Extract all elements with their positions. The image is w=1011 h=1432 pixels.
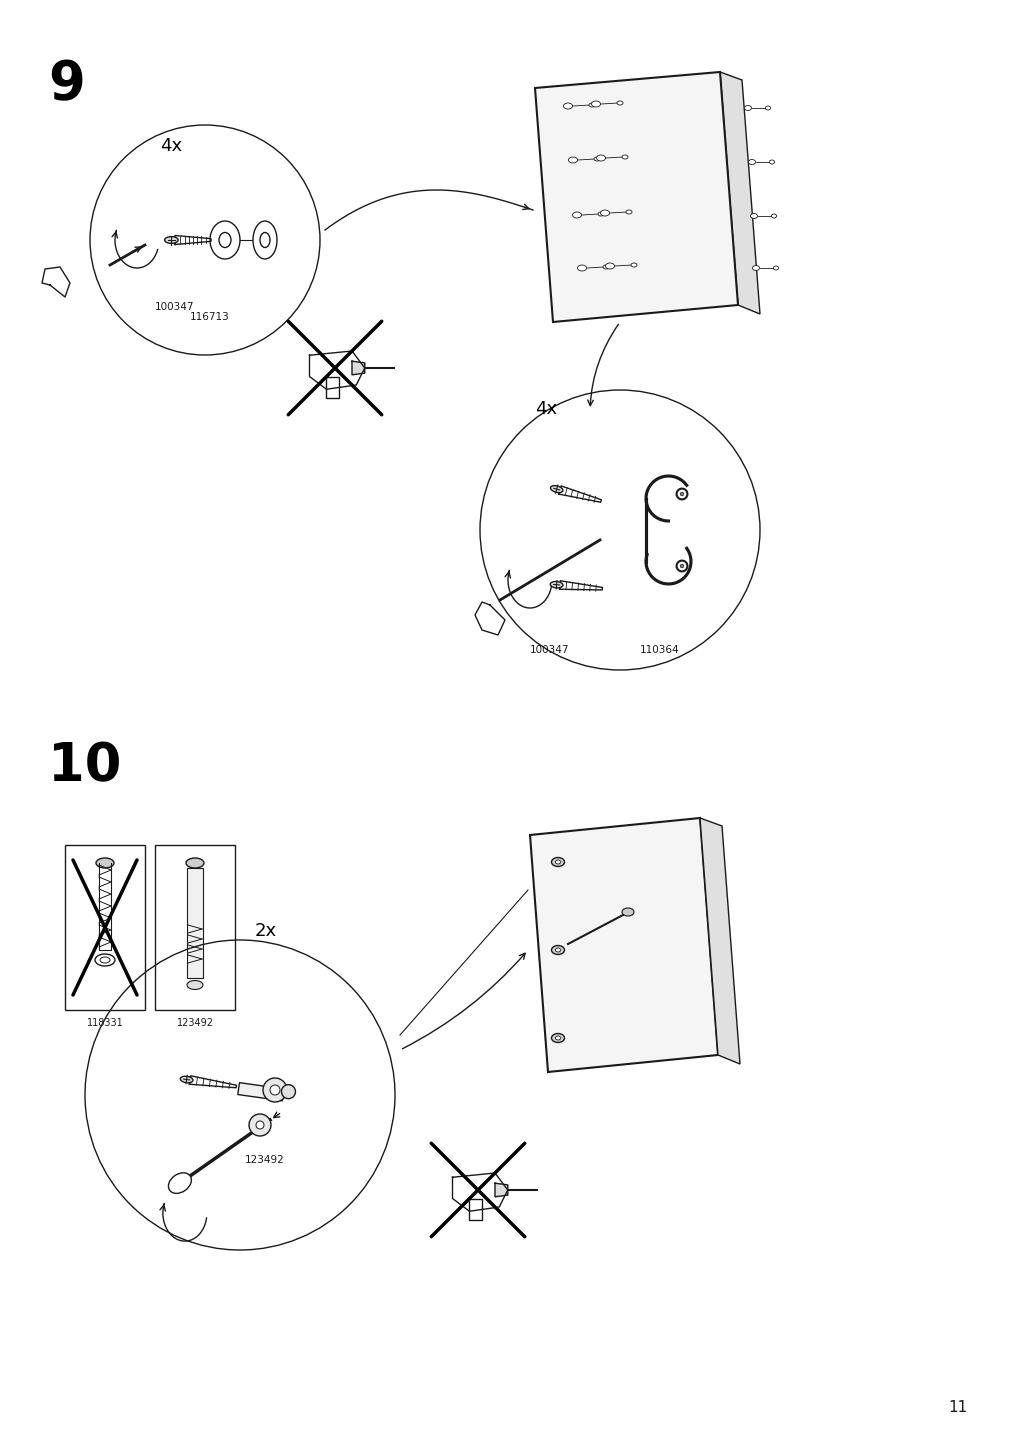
Ellipse shape <box>598 212 604 216</box>
Text: 10: 10 <box>48 740 121 792</box>
Ellipse shape <box>563 103 572 109</box>
Polygon shape <box>327 377 339 398</box>
Ellipse shape <box>555 948 560 952</box>
Polygon shape <box>309 351 364 390</box>
Bar <box>187 868 203 978</box>
Circle shape <box>270 1085 280 1095</box>
Circle shape <box>263 1078 287 1103</box>
Text: 9: 9 <box>48 59 85 110</box>
Ellipse shape <box>605 263 614 269</box>
Ellipse shape <box>550 581 562 589</box>
Circle shape <box>249 1114 271 1136</box>
Text: 4x: 4x <box>535 400 557 418</box>
Ellipse shape <box>180 1077 193 1083</box>
Polygon shape <box>535 72 737 322</box>
Ellipse shape <box>572 212 581 218</box>
Ellipse shape <box>764 106 769 110</box>
Polygon shape <box>352 361 364 375</box>
Ellipse shape <box>593 158 600 160</box>
Ellipse shape <box>748 159 755 165</box>
Ellipse shape <box>590 102 600 107</box>
Ellipse shape <box>752 265 758 271</box>
Text: 118331: 118331 <box>87 1018 123 1028</box>
Ellipse shape <box>253 221 277 259</box>
Ellipse shape <box>165 236 178 243</box>
Ellipse shape <box>260 232 270 248</box>
Ellipse shape <box>568 158 577 163</box>
Ellipse shape <box>603 265 609 269</box>
Polygon shape <box>175 235 210 245</box>
Circle shape <box>256 1121 264 1128</box>
Ellipse shape <box>95 954 115 967</box>
Polygon shape <box>474 601 504 634</box>
Text: 123492: 123492 <box>245 1156 284 1166</box>
Ellipse shape <box>168 1173 191 1193</box>
Ellipse shape <box>218 232 231 248</box>
Text: 2x: 2x <box>255 922 277 939</box>
Bar <box>238 1083 284 1101</box>
Ellipse shape <box>626 211 632 213</box>
Ellipse shape <box>551 945 564 955</box>
Text: 123492: 123492 <box>176 1018 213 1028</box>
Ellipse shape <box>577 265 586 271</box>
Text: 100347: 100347 <box>530 644 569 654</box>
Ellipse shape <box>622 155 628 159</box>
Ellipse shape <box>555 1035 560 1040</box>
Polygon shape <box>189 1075 237 1088</box>
Circle shape <box>679 564 683 569</box>
Ellipse shape <box>551 1034 564 1042</box>
Text: 116713: 116713 <box>190 312 229 322</box>
Ellipse shape <box>588 103 594 107</box>
Ellipse shape <box>595 155 605 160</box>
Ellipse shape <box>600 211 609 216</box>
Ellipse shape <box>617 102 623 105</box>
Ellipse shape <box>550 485 562 493</box>
Polygon shape <box>558 485 601 503</box>
Polygon shape <box>559 581 602 590</box>
Polygon shape <box>42 266 70 296</box>
Text: 11: 11 <box>947 1400 968 1415</box>
Polygon shape <box>469 1199 482 1220</box>
Circle shape <box>676 488 686 500</box>
Polygon shape <box>700 818 739 1064</box>
Ellipse shape <box>210 221 240 259</box>
Ellipse shape <box>772 266 777 271</box>
Text: 100347: 100347 <box>155 302 194 312</box>
Ellipse shape <box>100 957 110 962</box>
Ellipse shape <box>555 861 560 863</box>
Ellipse shape <box>281 1084 295 1098</box>
Ellipse shape <box>96 858 114 868</box>
Bar <box>65 845 145 1010</box>
Circle shape <box>676 560 686 571</box>
Ellipse shape <box>631 263 636 266</box>
Bar <box>155 845 235 1010</box>
Ellipse shape <box>187 981 203 990</box>
Ellipse shape <box>186 858 204 868</box>
Text: 110364: 110364 <box>640 644 679 654</box>
Polygon shape <box>719 72 759 314</box>
Ellipse shape <box>768 160 773 165</box>
Ellipse shape <box>770 213 775 218</box>
Text: 4x: 4x <box>160 137 182 155</box>
Circle shape <box>679 493 683 495</box>
Polygon shape <box>494 1183 508 1197</box>
Ellipse shape <box>750 213 757 219</box>
Polygon shape <box>530 818 717 1073</box>
Polygon shape <box>452 1173 508 1211</box>
Ellipse shape <box>744 106 751 110</box>
Ellipse shape <box>551 858 564 866</box>
Ellipse shape <box>622 908 633 916</box>
